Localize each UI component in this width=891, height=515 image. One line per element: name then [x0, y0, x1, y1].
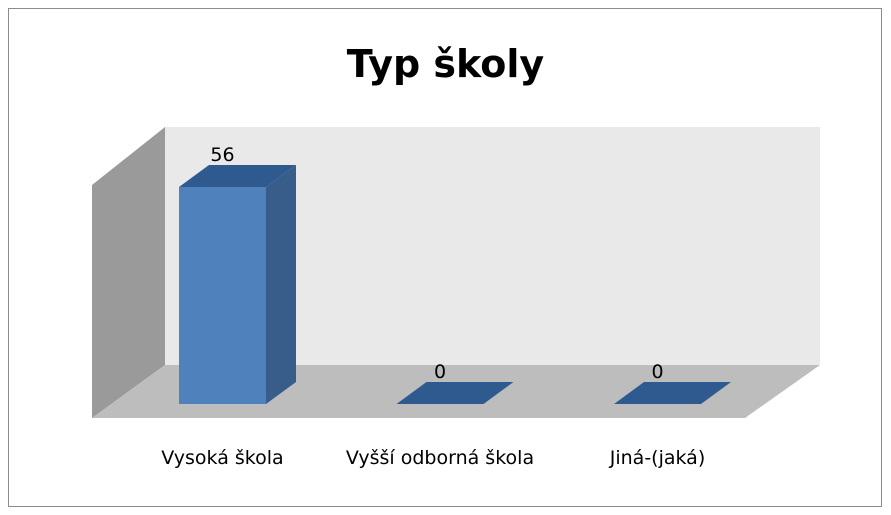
chart-frame [8, 8, 882, 507]
value-label: 56 [210, 144, 234, 166]
bar [614, 382, 731, 404]
bar-front [179, 187, 266, 404]
bar-top [614, 382, 731, 404]
bar [396, 382, 514, 404]
bar-side [266, 165, 296, 404]
value-label: 0 [651, 361, 663, 383]
back-wall [165, 127, 820, 365]
value-label: 0 [434, 361, 446, 383]
x-tick-label: Vyšší odborná škola [345, 447, 535, 469]
side-wall [92, 127, 165, 418]
chart-title: Typ školy [346, 42, 545, 86]
bar-top [396, 382, 514, 404]
x-tick-label: Jiná-(jaká) [609, 447, 706, 469]
x-tick-label: Vysoká škola [161, 447, 284, 469]
bar-top [179, 165, 296, 187]
bar [179, 165, 296, 404]
